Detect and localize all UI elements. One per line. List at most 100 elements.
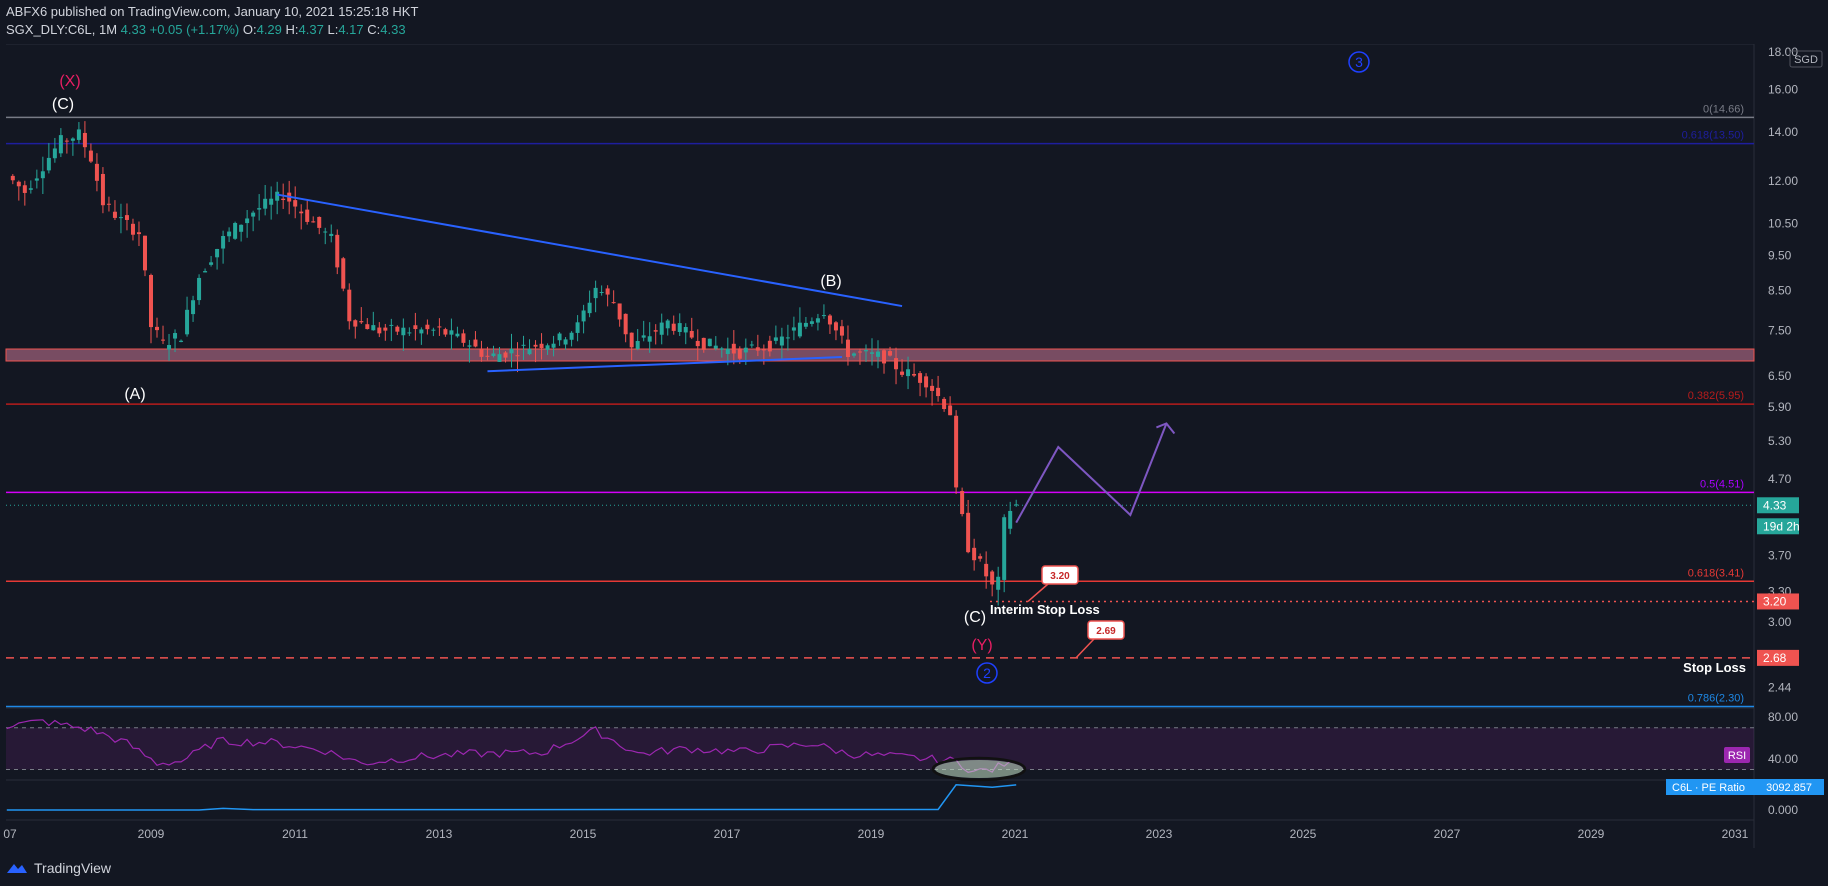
candle-body xyxy=(707,338,712,347)
candle-body xyxy=(34,178,39,181)
price-tick: 10.50 xyxy=(1768,217,1798,231)
close-label: C: xyxy=(367,22,381,37)
candle-body xyxy=(142,235,147,271)
ohlc-line: SGX_DLY:C6L, 1M 4.33 +0.05 (+1.17%) O:4.… xyxy=(6,22,406,37)
candle-body xyxy=(966,512,971,553)
candle-body xyxy=(28,188,33,190)
wave-label: (C) xyxy=(52,96,74,113)
brand-label: TradingView xyxy=(34,860,112,876)
candle-body xyxy=(960,491,965,515)
candle-body xyxy=(599,292,604,294)
last-price-badge: 4.33 xyxy=(1763,498,1787,512)
candle-body xyxy=(587,302,592,314)
candle-body xyxy=(203,271,208,273)
candle-body xyxy=(827,315,832,325)
candle-body xyxy=(197,277,202,301)
candle-body xyxy=(545,345,550,350)
candle-body xyxy=(100,173,105,206)
wave-label: (A) xyxy=(124,386,145,403)
candle-body xyxy=(948,405,953,416)
stop-lines: 3.20 2.69 Interim Stop Loss Stop Loss xyxy=(6,565,1754,675)
candle-body xyxy=(839,326,844,336)
candle-body xyxy=(713,345,718,349)
time-tick: 2025 xyxy=(1290,827,1317,841)
candle-body xyxy=(665,320,670,329)
symbol[interactable]: SGX_DLY:C6L, 1M xyxy=(6,22,118,37)
candle-body xyxy=(407,332,412,334)
high-label: H: xyxy=(285,22,299,37)
candle-body xyxy=(605,288,610,295)
interim-stop-callout-value: 3.20 xyxy=(1050,571,1070,582)
candle-body xyxy=(575,322,580,333)
countdown-badge-box xyxy=(1757,518,1799,535)
stop-loss-callout-value: 2.69 xyxy=(1096,626,1116,637)
currency-label: SGD xyxy=(1794,54,1818,66)
rsi-highlight-ellipse xyxy=(931,756,1027,782)
candle-body xyxy=(269,198,274,205)
candle-body xyxy=(10,175,15,181)
pe-name: C6L · PE Ratio xyxy=(1672,782,1745,794)
candle-body xyxy=(996,576,1001,590)
fib-label: 0(14.66) xyxy=(1703,103,1744,115)
price-tick: 3.70 xyxy=(1768,548,1792,562)
candle-body xyxy=(954,415,959,488)
candle-body xyxy=(299,211,304,214)
candle-body xyxy=(779,336,784,346)
price-tick: 8.50 xyxy=(1768,284,1792,298)
time-tick: 2009 xyxy=(138,827,165,841)
wave-number: 3 xyxy=(1355,54,1363,70)
wave-label: (B) xyxy=(820,273,841,290)
candle-body xyxy=(924,376,929,388)
wave-label: (X) xyxy=(59,73,80,90)
candle-body xyxy=(647,336,652,342)
rsi-pane: 80.00 40.00 RSI xyxy=(6,710,1798,782)
time-tick: 2021 xyxy=(1002,827,1029,841)
candle-body xyxy=(401,327,406,336)
candle-body xyxy=(461,333,466,343)
candle-body xyxy=(918,373,923,383)
candle-body xyxy=(473,339,478,347)
candle-body xyxy=(876,351,881,357)
candle-body xyxy=(521,344,526,346)
fib-label: 0.618(3.41) xyxy=(1688,567,1744,579)
last-price: 4.33 xyxy=(120,22,146,37)
interim-stop-label: Interim Stop Loss xyxy=(990,602,1100,617)
price-tick: 12.00 xyxy=(1768,174,1798,188)
fibonacci-levels: 0(14.66) 0.618(13.50) 0.382(5.95) 0.5(4.51)… xyxy=(6,103,1754,708)
candle-body xyxy=(809,321,814,324)
candle-body xyxy=(383,327,388,331)
tradingview-logo[interactable]: TradingView xyxy=(6,860,111,876)
candle-body xyxy=(371,325,376,331)
wave-circle xyxy=(976,662,998,684)
candle-body xyxy=(689,330,694,338)
candle-body xyxy=(611,302,616,304)
candle-body xyxy=(503,352,508,358)
candle-body xyxy=(719,348,724,350)
tradingview-icon xyxy=(7,864,27,873)
candle-body xyxy=(491,353,496,356)
price-tick: 14.00 xyxy=(1768,125,1798,139)
candle-body xyxy=(900,371,905,375)
price-tick: 9.50 xyxy=(1768,248,1792,262)
rsi-line xyxy=(6,719,1011,773)
pe-value: 3092.857 xyxy=(1766,782,1812,794)
pe-tag-box xyxy=(1666,779,1824,795)
wave-circle xyxy=(1348,51,1370,73)
price-badges: 4.33 19d 2h 3.20 2.68 xyxy=(1757,497,1800,666)
candle-body xyxy=(365,324,370,330)
candle-body xyxy=(677,323,682,333)
candle-body xyxy=(179,340,184,342)
last-price-badge-box xyxy=(1757,497,1799,514)
candle-body xyxy=(449,330,454,335)
price-tick: 2.44 xyxy=(1768,681,1792,695)
countdown-badge: 19d 2h xyxy=(1763,519,1800,533)
low-label: L: xyxy=(327,22,339,37)
candle-body xyxy=(791,327,796,331)
candle-body xyxy=(563,339,568,345)
candle-body xyxy=(857,351,862,353)
candle-body xyxy=(629,332,634,348)
candle-body xyxy=(767,340,772,352)
rsi-tag: RSI xyxy=(1728,750,1746,762)
pe-tick: 0.000 xyxy=(1768,803,1798,817)
